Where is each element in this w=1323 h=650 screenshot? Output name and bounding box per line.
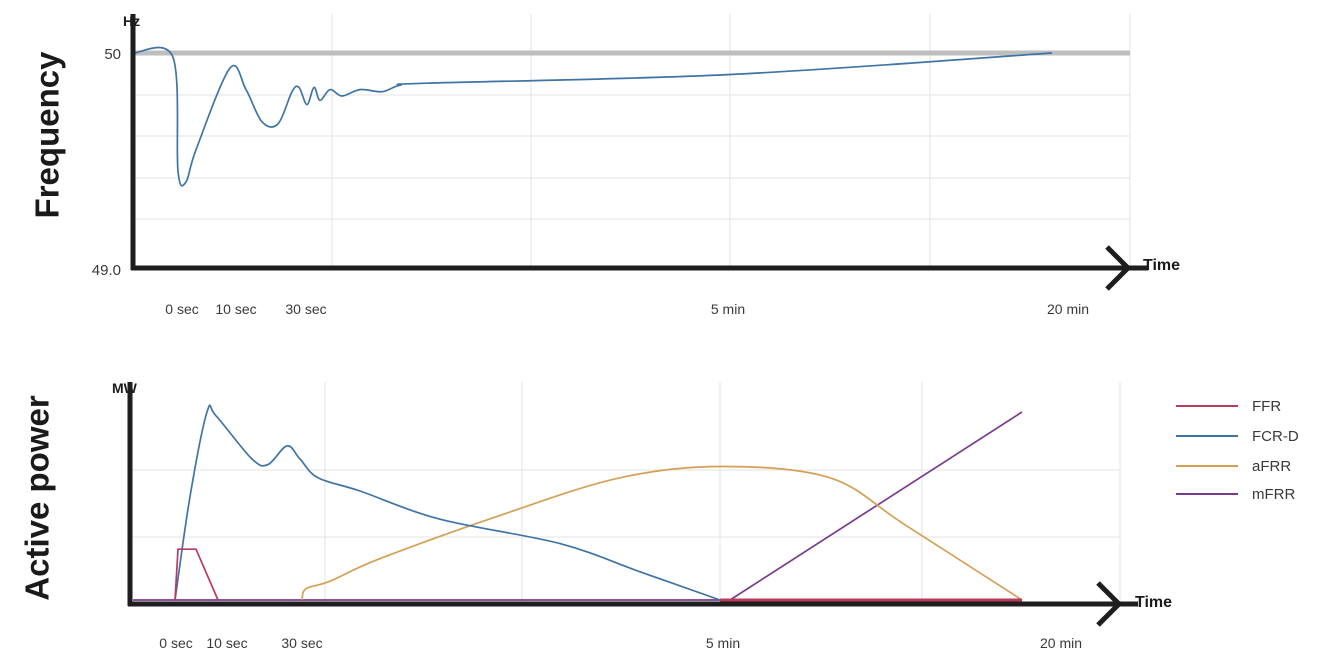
power-x-axis-arrow xyxy=(1096,581,1123,627)
power-grid xyxy=(130,382,1121,604)
legend-label: FCR-D xyxy=(1252,428,1299,445)
legend-label: aFRR xyxy=(1252,458,1291,475)
frequency-grid xyxy=(133,14,1131,268)
frequency-x-ticks: 0 sec 10 sec 30 sec 5 min 20 min xyxy=(165,301,1089,317)
ffr-series-line xyxy=(174,548,219,601)
frequency-x-axis-arrow xyxy=(1105,245,1132,291)
power-x-axis-label: Time xyxy=(1135,594,1172,611)
frequency-x-axis-label: Time xyxy=(1143,257,1180,274)
x-tick-label: 0 sec xyxy=(165,301,198,317)
x-tick-label: 30 sec xyxy=(285,301,326,317)
x-tick-label: 20 min xyxy=(1040,635,1082,650)
x-tick-label: 30 sec xyxy=(281,635,322,650)
power-title: Active power xyxy=(19,395,56,601)
legend: FFR FCR-D aFRR mFRR xyxy=(1176,398,1299,503)
legend-item-afrr: aFRR xyxy=(1176,458,1291,475)
power-unit: MW xyxy=(112,380,138,396)
x-tick-label: 5 min xyxy=(711,301,745,317)
power-panel: Active power MW Time 0 sec 10 sec 30 sec… xyxy=(19,380,1299,650)
x-tick-label: 10 sec xyxy=(215,301,256,317)
legend-label: mFRR xyxy=(1252,486,1295,503)
legend-label: FFR xyxy=(1252,398,1281,415)
y-tick-label: 49.0 xyxy=(92,262,121,279)
y-tick-label: 50 xyxy=(104,46,121,63)
frequency-panel: Frequency Hz 50 49.0 Time 0 sec 10 sec xyxy=(29,13,1180,317)
x-tick-label: 20 min xyxy=(1047,301,1089,317)
x-tick-label: 0 sec xyxy=(159,635,192,650)
legend-item-fcrd: FCR-D xyxy=(1176,428,1299,445)
power-x-ticks: 0 sec 10 sec 30 sec 5 min 20 min xyxy=(159,635,1082,650)
frequency-title: Frequency xyxy=(29,51,66,219)
frequency-series-line xyxy=(132,46,1053,187)
fcrd-series-line xyxy=(174,404,721,601)
afrr-series-line xyxy=(301,465,1023,601)
mfrr-series-line xyxy=(133,411,1023,601)
x-tick-label: 5 min xyxy=(706,635,740,650)
legend-item-ffr: FFR xyxy=(1176,398,1281,415)
legend-item-mfrr: mFRR xyxy=(1176,486,1295,503)
x-tick-label: 10 sec xyxy=(206,635,247,650)
